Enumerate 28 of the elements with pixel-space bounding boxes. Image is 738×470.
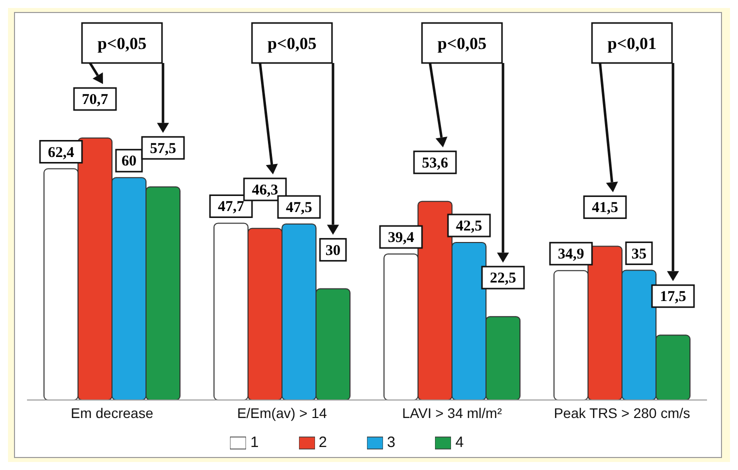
data-label: 39,4 [388,230,415,246]
data-label: 46,3 [252,182,278,198]
x-tick-label: Peak TRS > 280 cm/s [554,404,690,421]
data-label: 47,5 [286,200,312,216]
data-label: 17,5 [660,289,686,306]
legend-label: 2 [318,434,327,451]
legend-label: 4 [455,434,464,451]
x-tick-label: E/Em(av) > 14 [237,404,328,421]
data-label: 35 [632,246,646,262]
data-label: 22,5 [490,270,516,287]
text: p<0,05 [268,34,316,53]
legend-label: 3 [387,434,396,451]
text: p<0,01 [608,34,656,53]
data-label: 30 [326,242,340,259]
data-label: 70,7 [82,92,109,108]
data-label: 57,5 [150,140,176,157]
text: p<0,05 [438,34,486,53]
x-tick-label: Em decrease [70,404,154,421]
data-label: 53,6 [422,155,449,172]
data-label: 62,4 [48,144,75,161]
data-label: 34,9 [558,246,584,263]
text: p<0,05 [98,34,146,53]
data-label: 60 [122,154,136,170]
data-label: 42,5 [456,218,482,234]
legend-label: 1 [250,434,259,451]
x-tick-label: LAVI > 34 ml/m² [402,404,502,421]
data-label: 47,7 [218,199,245,216]
data-label: 41,5 [592,200,618,216]
